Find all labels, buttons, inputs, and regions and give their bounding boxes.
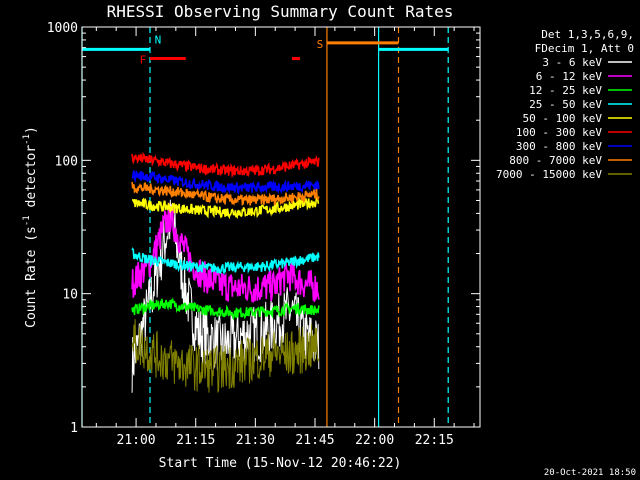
legend-entry-label: 12 - 25 keV xyxy=(529,84,602,97)
series-line xyxy=(131,296,320,321)
y-axis-label-b: detector xyxy=(24,145,39,216)
series-line xyxy=(131,202,320,303)
timestamp: 20-Oct-2021 18:50 xyxy=(544,468,636,478)
series-line xyxy=(131,199,320,393)
y-axis-label-sup1: -1 xyxy=(22,215,32,226)
x-tick-label: 22:00 xyxy=(355,433,394,448)
chart-title: RHESSI Observing Summary Count Rates xyxy=(107,2,454,21)
x-axis-label: Start Time (15-Nov-12 20:46:22) xyxy=(159,456,402,471)
legend-entry-label: 6 - 12 keV xyxy=(536,70,603,83)
legend-entry-label: 25 - 50 keV xyxy=(529,98,602,111)
series-line xyxy=(131,197,320,220)
tick-layer: 21:00 21:15 21:30 21:45 22:00 22:15 1 10 100 1000 xyxy=(47,21,480,448)
series-line xyxy=(131,181,320,207)
x-tick-label: 21:15 xyxy=(176,433,215,448)
y-axis-label-a: Count Rate (s xyxy=(24,226,39,328)
y-tick-label: 1 xyxy=(70,421,78,436)
legend-entry-label: 300 - 800 keV xyxy=(516,140,602,153)
series-line xyxy=(131,318,320,394)
legend-header: FDecim 1, Att 0 xyxy=(535,42,634,55)
chart-title-group: RHESSI Observing Summary Count Rates xyxy=(107,2,454,21)
legend-entry-label: 3 - 6 keV xyxy=(542,56,602,69)
legend-entry-label: 7000 - 15000 keV xyxy=(496,168,602,181)
flag-label: S xyxy=(317,38,324,51)
vline-layer xyxy=(81,27,449,427)
series-layer xyxy=(131,152,320,394)
flag-label: N xyxy=(155,33,162,46)
legend-header: Det 1,3,5,6,9, xyxy=(541,28,634,41)
flag-layer: F S N xyxy=(82,33,449,67)
x-tick-label: 22:15 xyxy=(415,433,454,448)
y-axis-label: Count Rate (s-1 detector-1) xyxy=(22,126,39,328)
y-axis-label-sup2: -1 xyxy=(22,134,32,145)
series-line xyxy=(131,152,320,179)
legend-entry-label: 100 - 300 keV xyxy=(516,126,602,139)
plot-frame xyxy=(81,26,481,428)
y-tick-label: 10 xyxy=(62,288,78,303)
x-tick-label: 21:00 xyxy=(117,433,156,448)
legend: Det 1,3,5,6,9,FDecim 1, Att 03 - 6 keV6 … xyxy=(496,28,634,181)
y-tick-label: 1000 xyxy=(47,21,78,36)
x-tick-label: 21:45 xyxy=(295,433,334,448)
series-line xyxy=(131,247,320,276)
x-tick-label: 21:30 xyxy=(236,433,275,448)
legend-entry-label: 50 - 100 keV xyxy=(523,112,603,125)
flag-label: F xyxy=(140,54,147,67)
y-tick-label: 100 xyxy=(55,154,78,169)
legend-entry-label: 800 - 7000 keV xyxy=(509,154,602,167)
y-axis-label-c: ) xyxy=(24,126,39,134)
series-line xyxy=(131,170,320,195)
